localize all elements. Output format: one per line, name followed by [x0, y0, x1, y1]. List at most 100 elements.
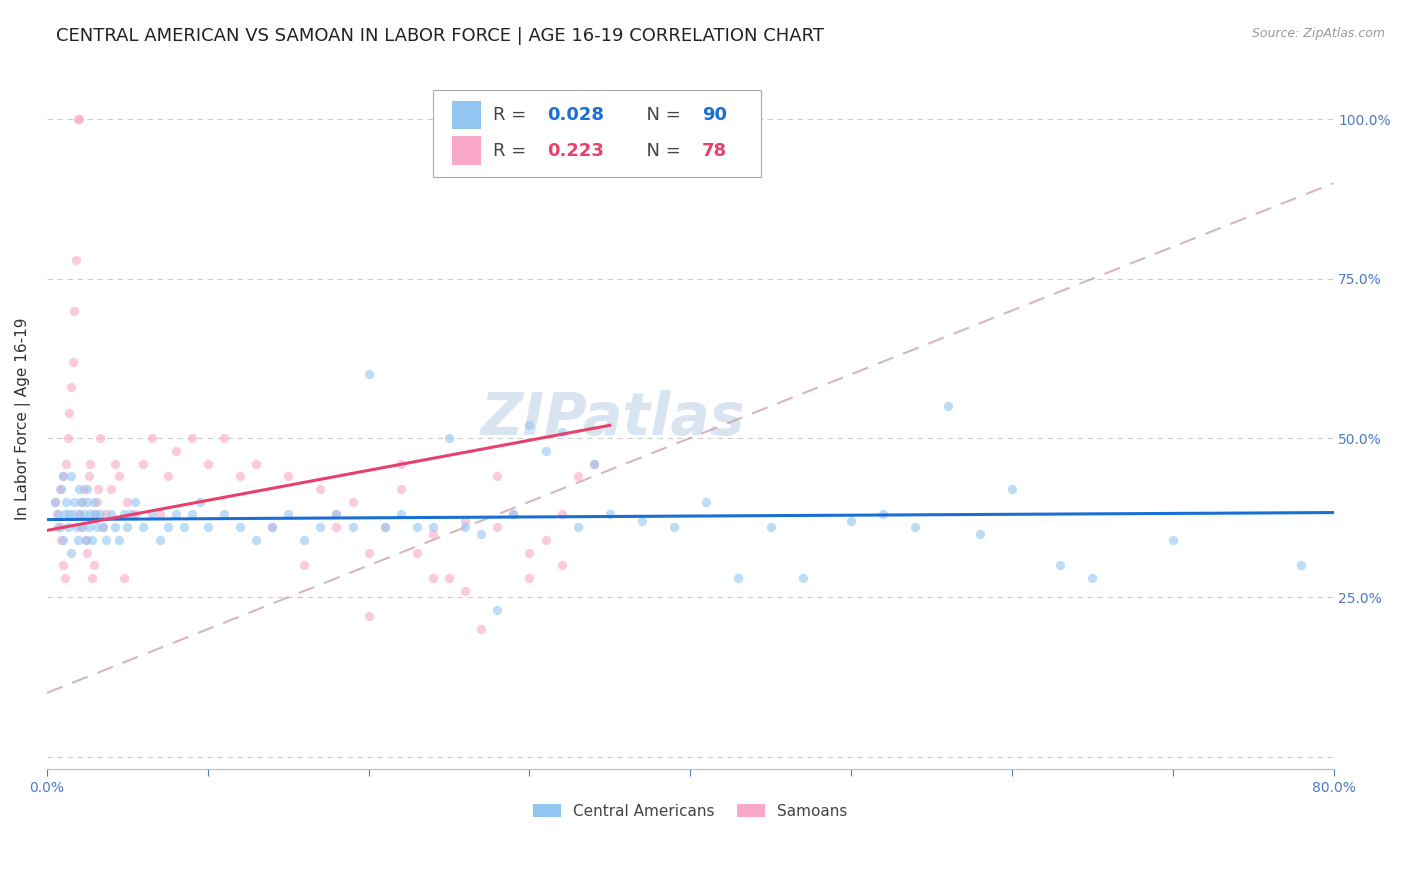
Point [969, 526, 991, 541]
Point [245, 533, 267, 547]
Point [89, 508, 111, 522]
Point [66, 112, 89, 127]
Point [56, 520, 79, 534]
Point [1161, 533, 1184, 547]
Point [173, 520, 195, 534]
Point [73, 508, 96, 522]
Point [212, 431, 235, 445]
Point [108, 533, 131, 547]
Point [73, 482, 96, 496]
Point [108, 469, 131, 483]
Point [69, 494, 91, 508]
Point [277, 508, 299, 522]
Point [87, 482, 110, 496]
Point [550, 558, 572, 573]
Point [132, 520, 155, 534]
Point [76, 546, 98, 560]
Point [662, 520, 685, 534]
Point [100, 482, 122, 496]
Point [124, 508, 146, 522]
Point [120, 508, 142, 522]
Point [534, 533, 557, 547]
Point [89, 431, 111, 445]
Point [53, 508, 76, 522]
Point [695, 494, 717, 508]
Point [197, 457, 219, 471]
Text: 90: 90 [702, 106, 727, 125]
Point [60, 546, 83, 560]
Point [454, 514, 477, 528]
Text: R =: R = [494, 142, 533, 160]
Point [422, 526, 444, 541]
Point [342, 520, 364, 534]
Point [550, 508, 572, 522]
Point [229, 469, 252, 483]
Point [117, 494, 139, 508]
Text: 0.223: 0.223 [547, 142, 605, 160]
Point [631, 514, 654, 528]
Point [309, 482, 332, 496]
Point [86, 520, 108, 534]
Point [180, 508, 202, 522]
Point [599, 508, 621, 522]
Point [454, 583, 477, 598]
FancyBboxPatch shape [433, 89, 761, 178]
Point [389, 482, 412, 496]
Point [165, 443, 187, 458]
Point [58, 405, 80, 419]
Point [46, 520, 69, 534]
Point [582, 457, 605, 471]
Point [342, 494, 364, 508]
Point [519, 546, 541, 560]
Point [534, 443, 557, 458]
Point [454, 520, 477, 534]
Point [67, 508, 90, 522]
Point [124, 494, 146, 508]
Point [65, 252, 87, 267]
Point [62, 508, 84, 522]
Point [374, 520, 396, 534]
Point [582, 457, 605, 471]
Point [84, 508, 107, 522]
Point [188, 494, 211, 508]
Point [65, 520, 87, 534]
Point [389, 457, 412, 471]
Point [437, 431, 460, 445]
Point [112, 571, 135, 585]
Point [325, 508, 347, 522]
Point [49, 520, 72, 534]
Point [470, 622, 492, 636]
Point [839, 514, 862, 528]
Point [84, 508, 107, 522]
Point [325, 508, 347, 522]
Point [63, 303, 86, 318]
Point [567, 520, 589, 534]
Point [58, 508, 80, 522]
Text: 0.028: 0.028 [547, 106, 605, 125]
Point [165, 508, 187, 522]
Point [55, 494, 77, 508]
Point [79, 457, 101, 471]
Point [83, 558, 105, 573]
Point [80, 571, 103, 585]
Point [1291, 558, 1313, 573]
Point [519, 418, 541, 433]
Point [292, 558, 315, 573]
Point [52, 469, 75, 483]
Point [148, 533, 170, 547]
Point [67, 112, 90, 127]
Point [292, 533, 315, 547]
Point [52, 533, 75, 547]
Point [76, 494, 98, 508]
Point [197, 520, 219, 534]
Text: 78: 78 [702, 142, 727, 160]
Text: CENTRAL AMERICAN VS SAMOAN IN LABOR FORCE | AGE 16-19 CORRELATION CHART: CENTRAL AMERICAN VS SAMOAN IN LABOR FORC… [56, 27, 824, 45]
Y-axis label: In Labor Force | Age 16-19: In Labor Force | Age 16-19 [15, 318, 31, 520]
Point [156, 520, 179, 534]
Point [55, 457, 77, 471]
Text: N =: N = [636, 106, 686, 125]
Point [792, 571, 814, 585]
Point [72, 520, 94, 534]
Point [91, 520, 114, 534]
Point [112, 508, 135, 522]
